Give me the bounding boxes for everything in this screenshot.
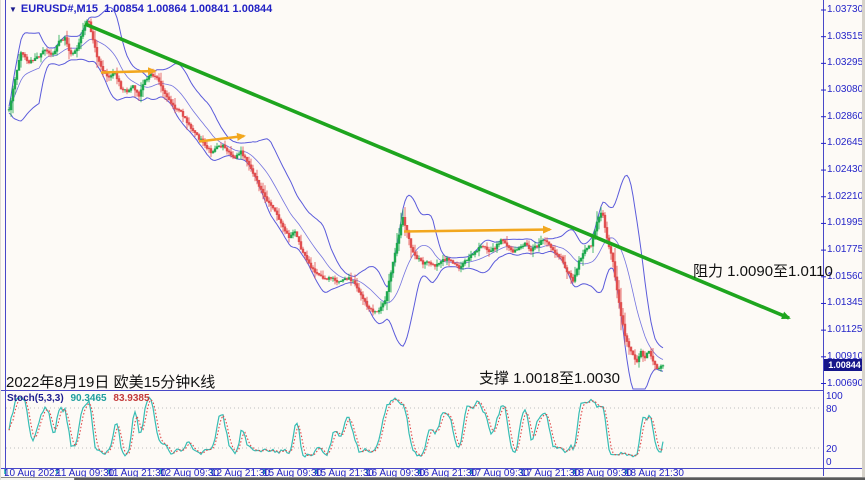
annotation-headline: 2022年8月19日 欧美15分钟K线	[6, 374, 216, 391]
chart-symbol-title: EURUSD#,M15	[20, 3, 98, 15]
time-axis-label: 15 Aug 21:30	[315, 468, 374, 479]
time-axis-label: 11 Aug 09:30	[56, 468, 115, 479]
time-axis-label: 11 Aug 21:30	[108, 468, 167, 479]
price-axis-label: 1.03295	[827, 57, 864, 69]
price-axis-label: 1.02645	[827, 137, 864, 149]
horizontal-arrow-2[interactable]	[198, 132, 246, 143]
price-axis-label: 1.00690	[827, 377, 864, 389]
time-axis-label: 17 Aug 21:30	[521, 468, 580, 479]
indicator-name: Stoch(5,3,3)	[7, 393, 64, 404]
indicator-pane	[6, 396, 822, 458]
price-axis-label: 1.02860	[827, 110, 864, 122]
price-axis-label: 1.02430	[827, 164, 864, 176]
indicator-scale-label: 0	[826, 457, 832, 469]
horizontal-arrow-1[interactable]	[100, 67, 157, 76]
bollinger-middle-band	[8, 38, 664, 360]
price-axis-label: 1.01995	[827, 217, 864, 229]
indicator-label: Stoch(5,3,3) 90.3465 83.9385	[7, 393, 150, 404]
time-axis-label: 10 Aug 2022	[4, 468, 61, 479]
current-price-badge: 1.00844	[824, 359, 865, 371]
price-axis-label: 1.03730	[827, 4, 864, 15]
main-pane	[7, 7, 791, 390]
time-axis-label: 12 Aug 09:30	[160, 468, 219, 479]
time-axis-label: 17 Aug 09:30	[470, 468, 529, 479]
indicator-value-d: 83.9385	[113, 393, 150, 404]
right-edge-strip	[862, 0, 865, 480]
price-axis-label: 1.01345	[827, 297, 864, 309]
indicator-scale-label: 80	[826, 404, 838, 416]
time-axis-label: 16 Aug 21:30	[418, 468, 477, 479]
chart-ohlc-values: 1.00854 1.00864 1.00841 1.00844	[104, 3, 273, 15]
title-bar: ▼ EURUSD#,M15 1.00854 1.00864 1.00841 1.0…	[9, 3, 272, 15]
indicator-scale-label: 100	[826, 390, 843, 402]
time-axis-label: 18 Aug 09:30	[573, 468, 632, 479]
stoch-k-line	[8, 396, 664, 458]
stoch-d-line	[8, 397, 664, 457]
symbol-dropdown-icon[interactable]: ▼	[9, 5, 17, 14]
time-axis-label: 18 Aug 21:30	[625, 468, 684, 479]
indicator-scale-label: 20	[826, 444, 838, 456]
candles-up	[7, 19, 665, 372]
annotation-support: 支撑 1.0018至1.0030	[479, 370, 620, 387]
price-axis-label: 1.03515	[827, 30, 864, 42]
price-axis-label: 1.01125	[827, 324, 863, 336]
price-axis-label: 1.00910	[827, 350, 864, 362]
time-axis-label: 15 Aug 09:30	[263, 468, 322, 479]
price-axis-label: 1.01775	[827, 244, 864, 256]
trend-line[interactable]	[84, 22, 791, 320]
price-axis-label: 1.02210	[827, 190, 864, 202]
bollinger-upper-band	[8, 7, 664, 349]
time-axis-label: 12 Aug 21:30	[211, 468, 270, 479]
annotation-resistance: 阻力 1.0090至1.0110	[693, 263, 833, 280]
bottom-scrollbar[interactable]	[1, 477, 865, 480]
horizontal-arrow-3[interactable]	[403, 225, 552, 234]
price-axis-label: 1.01560	[827, 270, 864, 282]
indicator-value-k: 90.3465	[70, 393, 107, 404]
candles-down	[21, 18, 659, 371]
time-axis-label: 16 Aug 09:30	[366, 468, 425, 479]
scrollbar-thumb[interactable]	[1, 478, 75, 480]
price-axis-label: 1.03080	[827, 84, 864, 96]
